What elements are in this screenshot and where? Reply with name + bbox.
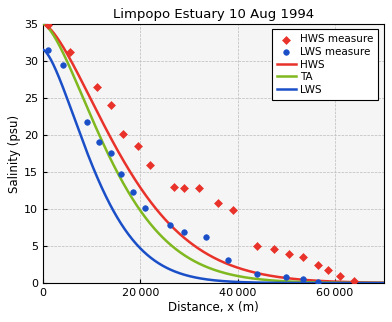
LWS measure — [108, 151, 114, 156]
HWS measure — [135, 144, 141, 149]
HWS — [381, 281, 386, 285]
Line: HWS: HWS — [43, 24, 384, 283]
HWS measure — [286, 251, 292, 257]
HWS measure — [171, 184, 178, 189]
Y-axis label: Salinity (psu): Salinity (psu) — [8, 114, 21, 193]
LWS — [275, 281, 279, 285]
TA — [306, 280, 311, 284]
LWS measure — [181, 229, 187, 234]
HWS — [178, 233, 183, 237]
HWS measure — [120, 132, 127, 137]
LWS measure — [254, 271, 260, 277]
X-axis label: Distance, x (m): Distance, x (m) — [168, 301, 259, 314]
LWS measure — [225, 258, 231, 263]
LWS measure — [142, 206, 149, 211]
LWS measure — [283, 275, 290, 280]
HWS measure — [351, 278, 358, 283]
HWS measure — [93, 84, 100, 90]
HWS measure — [108, 103, 114, 108]
LWS measure — [300, 277, 307, 282]
Legend: HWS measure, LWS measure, HWS, TA, LWS: HWS measure, LWS measure, HWS, TA, LWS — [272, 29, 378, 100]
LWS measure — [84, 120, 90, 125]
LWS — [306, 281, 311, 285]
LWS — [191, 275, 196, 279]
Line: LWS: LWS — [43, 50, 384, 283]
LWS — [312, 281, 317, 285]
LWS measure — [45, 47, 51, 52]
HWS measure — [215, 201, 221, 206]
LWS measure — [167, 223, 173, 228]
HWS measure — [45, 23, 51, 28]
TA — [312, 280, 317, 284]
HWS — [306, 278, 311, 282]
HWS measure — [271, 246, 277, 251]
HWS measure — [230, 207, 236, 212]
HWS — [312, 279, 317, 282]
HWS — [76, 72, 80, 76]
HWS measure — [300, 254, 307, 260]
LWS — [381, 281, 386, 285]
Line: TA: TA — [43, 24, 384, 283]
Title: Limpopo Estuary 10 Aug 1994: Limpopo Estuary 10 Aug 1994 — [113, 8, 314, 21]
HWS measure — [181, 186, 187, 191]
TA — [275, 279, 279, 283]
HWS measure — [325, 267, 331, 272]
LWS measure — [315, 280, 321, 285]
TA — [41, 22, 45, 26]
TA — [381, 281, 386, 285]
HWS — [191, 243, 196, 247]
HWS measure — [196, 185, 202, 190]
LWS measure — [96, 140, 102, 145]
TA — [178, 251, 183, 255]
HWS measure — [67, 50, 73, 55]
LWS measure — [60, 62, 66, 67]
TA — [76, 84, 80, 88]
LWS — [76, 126, 80, 130]
LWS — [41, 48, 45, 52]
TA — [191, 259, 196, 262]
LWS measure — [130, 189, 136, 194]
LWS measure — [203, 234, 209, 240]
LWS — [178, 272, 183, 276]
HWS measure — [315, 262, 321, 267]
HWS measure — [147, 162, 153, 167]
HWS measure — [337, 273, 343, 278]
HWS — [41, 22, 45, 26]
HWS — [275, 275, 279, 279]
HWS measure — [254, 243, 260, 249]
LWS measure — [118, 172, 124, 177]
